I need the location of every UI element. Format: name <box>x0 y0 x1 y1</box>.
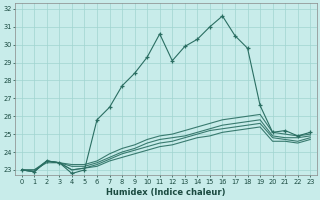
X-axis label: Humidex (Indice chaleur): Humidex (Indice chaleur) <box>106 188 226 197</box>
